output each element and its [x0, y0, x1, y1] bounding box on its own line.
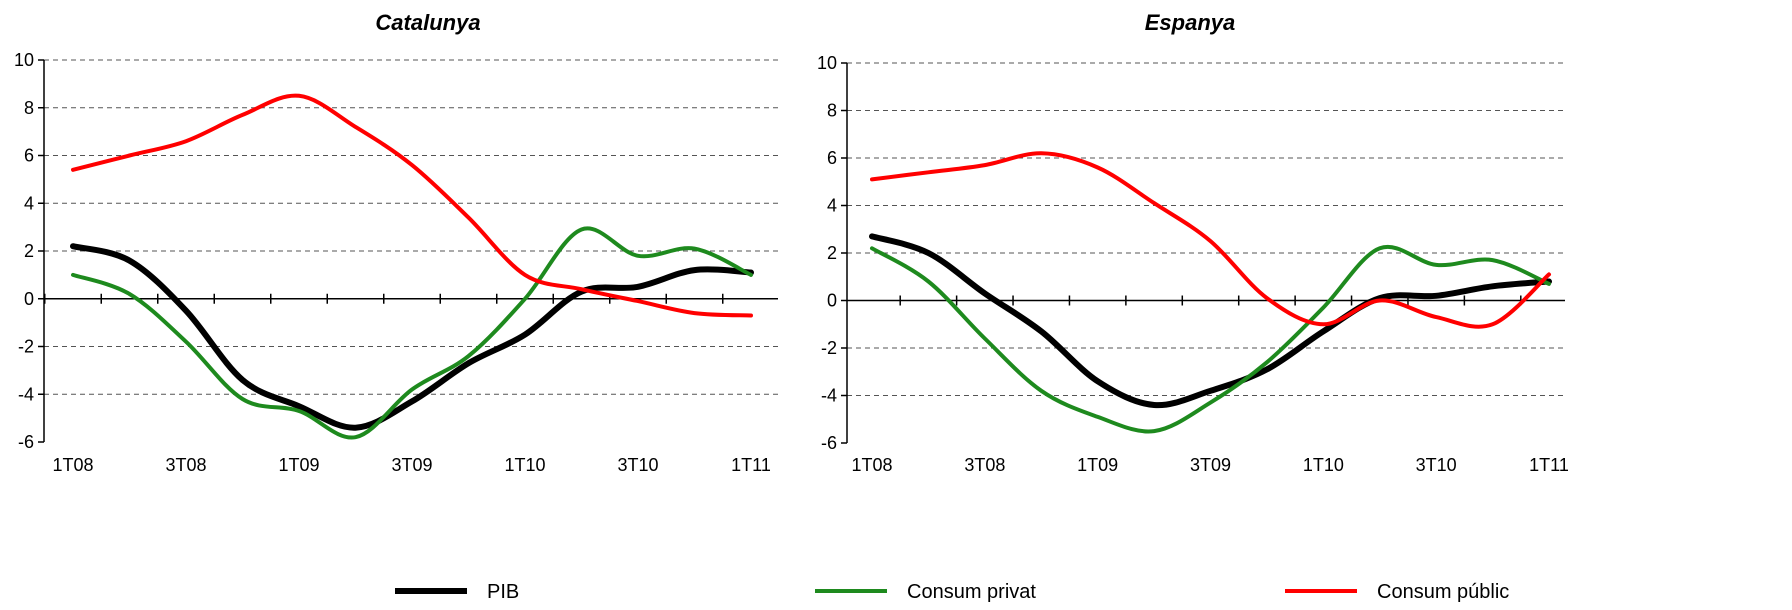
y-tick-label: 8 [24, 98, 34, 118]
chart-panel-1: Espanya 10 8 6 4 2 0 -2 -4 -6 1T08 3T08 1T09 3T09 1T10… [817, 10, 1569, 475]
chart-title: Espanya [1145, 10, 1236, 35]
legend-label: PIB [487, 581, 519, 603]
y-tick-label: 8 [827, 101, 837, 121]
x-tick-label: 3T10 [1416, 455, 1457, 475]
y-tick-label: 10 [14, 50, 34, 70]
series-line-consum-p-blic [71, 93, 753, 318]
series-line-consum-privat [870, 244, 1551, 434]
y-tick-label: -2 [18, 337, 34, 357]
x-tick-label: 1T11 [731, 455, 771, 475]
x-tick-label: 3T09 [391, 455, 432, 475]
x-tick-label: 3T09 [1190, 455, 1231, 475]
x-tick-label: 1T09 [278, 455, 319, 475]
x-tick-label: 1T08 [52, 455, 93, 475]
y-tick-label: 0 [24, 289, 34, 309]
y-tick-label: -4 [18, 384, 34, 404]
y-tick-label: -6 [821, 433, 837, 453]
chart-panel-0: Catalunya 10 8 6 4 2 0 -2 -4 -6 1T08 3T08 1T09 3T09 1T… [14, 10, 778, 475]
y-tick-label: 0 [827, 291, 837, 311]
legend-label: Consum públic [1377, 581, 1509, 603]
legend-label: Consum privat [907, 581, 1036, 603]
x-tick-label: 3T08 [165, 455, 206, 475]
y-tick-label: 10 [817, 53, 837, 73]
series-line-consum-privat [71, 226, 753, 440]
y-tick-label: -6 [18, 432, 34, 452]
x-tick-label: 3T10 [617, 455, 658, 475]
x-tick-label: 3T08 [964, 455, 1005, 475]
x-tick-label: 1T10 [504, 455, 545, 475]
y-tick-label: 2 [24, 241, 34, 261]
x-tick-label: 1T11 [1529, 455, 1569, 475]
series-line-pib [869, 233, 1552, 409]
y-tick-label: 4 [827, 196, 837, 216]
y-tick-label: -2 [821, 338, 837, 358]
y-tick-label: 6 [827, 148, 837, 168]
y-tick-label: 4 [24, 193, 34, 213]
series-line-consum-p-blic [870, 151, 1551, 329]
y-tick-label: 6 [24, 146, 34, 166]
x-tick-label: 1T08 [851, 455, 892, 475]
series-line-pib [70, 243, 754, 431]
chart-title: Catalunya [375, 10, 480, 35]
chart-legend: PIB Consum privat Consum públic [395, 581, 1509, 603]
x-tick-label: 1T09 [1077, 455, 1118, 475]
y-tick-label: 2 [827, 243, 837, 263]
y-tick-label: -4 [821, 386, 837, 406]
x-tick-label: 1T10 [1303, 455, 1344, 475]
